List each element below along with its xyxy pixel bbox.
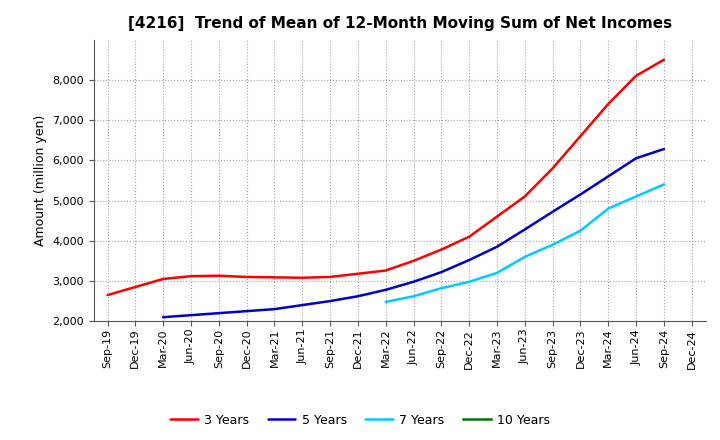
5 Years xyxy=(660,147,668,152)
5 Years xyxy=(604,174,613,179)
3 Years xyxy=(382,268,390,273)
5 Years xyxy=(325,298,334,304)
5 Years xyxy=(521,227,529,232)
Legend: 3 Years, 5 Years, 7 Years, 10 Years: 3 Years, 5 Years, 7 Years, 10 Years xyxy=(166,409,554,432)
5 Years xyxy=(215,311,223,316)
5 Years xyxy=(298,302,307,308)
Y-axis label: Amount (million yen): Amount (million yen) xyxy=(34,115,47,246)
3 Years xyxy=(492,214,501,219)
3 Years xyxy=(242,274,251,279)
7 Years xyxy=(549,242,557,247)
7 Years xyxy=(576,228,585,233)
3 Years xyxy=(298,275,307,280)
7 Years xyxy=(521,254,529,260)
5 Years xyxy=(465,257,474,263)
5 Years xyxy=(631,156,640,161)
3 Years xyxy=(437,247,446,252)
7 Years xyxy=(660,182,668,187)
5 Years xyxy=(492,244,501,249)
3 Years xyxy=(103,293,112,298)
3 Years xyxy=(604,101,613,106)
3 Years xyxy=(576,133,585,139)
5 Years xyxy=(270,307,279,312)
7 Years xyxy=(631,194,640,199)
3 Years xyxy=(159,276,168,282)
7 Years xyxy=(409,293,418,299)
Title: [4216]  Trend of Mean of 12-Month Moving Sum of Net Incomes: [4216] Trend of Mean of 12-Month Moving … xyxy=(127,16,672,32)
5 Years xyxy=(159,315,168,320)
5 Years xyxy=(409,279,418,284)
3 Years xyxy=(465,234,474,239)
3 Years xyxy=(215,273,223,279)
3 Years xyxy=(409,258,418,264)
5 Years xyxy=(437,269,446,275)
3 Years xyxy=(631,73,640,78)
Line: 3 Years: 3 Years xyxy=(107,60,664,295)
3 Years xyxy=(354,271,362,276)
7 Years xyxy=(465,279,474,284)
Line: 7 Years: 7 Years xyxy=(386,184,664,302)
3 Years xyxy=(660,57,668,62)
7 Years xyxy=(604,206,613,211)
Line: 5 Years: 5 Years xyxy=(163,149,664,317)
5 Years xyxy=(549,209,557,214)
7 Years xyxy=(492,270,501,275)
3 Years xyxy=(131,284,140,290)
5 Years xyxy=(576,192,585,197)
3 Years xyxy=(186,274,195,279)
5 Years xyxy=(354,293,362,299)
3 Years xyxy=(521,194,529,199)
5 Years xyxy=(186,312,195,318)
7 Years xyxy=(437,286,446,291)
3 Years xyxy=(270,275,279,280)
3 Years xyxy=(325,274,334,279)
5 Years xyxy=(382,287,390,293)
3 Years xyxy=(549,166,557,171)
5 Years xyxy=(242,308,251,314)
7 Years xyxy=(382,299,390,304)
